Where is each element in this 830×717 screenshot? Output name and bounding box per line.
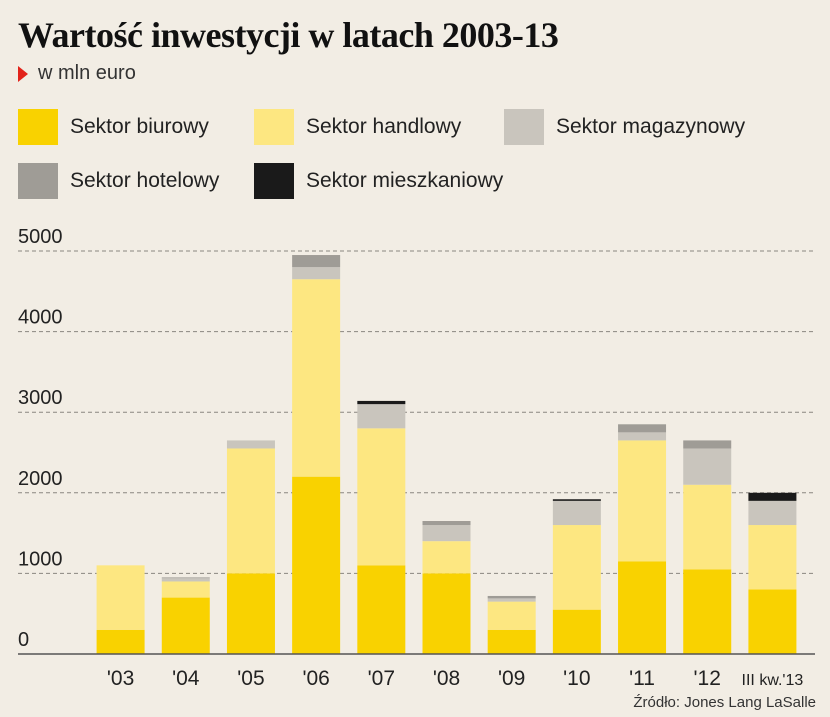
bar-segment <box>422 521 471 526</box>
bar-segment <box>748 589 797 654</box>
y-tick-label: 5000 <box>18 226 63 248</box>
bar-segment <box>487 598 536 602</box>
legend-item-hotelowy: Sektor hotelowy <box>18 163 219 199</box>
legend-swatch <box>254 163 294 199</box>
bar-segment <box>683 484 732 570</box>
bar-segment <box>422 525 471 542</box>
chart-title: Wartość inwestycji w latach 2003-13 <box>18 15 559 55</box>
bar-segment <box>552 499 601 501</box>
bar-segment <box>226 448 275 574</box>
unit-label: w mln euro <box>38 62 136 84</box>
legend-label: Sektor hotelowy <box>70 169 220 192</box>
bar-segment <box>226 573 275 654</box>
legend-swatch <box>18 109 58 145</box>
y-tick-label: 1000 <box>18 548 63 570</box>
bar-segment <box>161 597 210 654</box>
bar-segment <box>683 448 732 485</box>
chart-subtitle: w mln euro <box>18 62 136 85</box>
bar-segment <box>618 432 667 441</box>
legend-label: Sektor mieszkaniowy <box>306 169 504 192</box>
bar-segment <box>748 500 797 526</box>
bar-segment <box>552 609 601 654</box>
legend-item-mieszkaniowy: Sektor mieszkaniowy <box>254 163 503 199</box>
legend-item-handlowy: Sektor handlowy <box>254 109 461 145</box>
bar-segment <box>357 400 406 405</box>
y-tick-label: 0 <box>18 629 29 651</box>
bar-segment <box>748 492 797 501</box>
y-tick-label: 4000 <box>18 307 63 329</box>
bar-segment <box>357 565 406 654</box>
bar-segment <box>161 577 210 579</box>
legend-label: Sektor magazynowy <box>556 115 746 138</box>
bar-segment <box>226 440 275 449</box>
bar-segment <box>422 541 471 574</box>
triangle-bullet-icon <box>18 65 28 82</box>
x-tick-label: III kw.'13 <box>742 672 804 689</box>
x-tick-label: '08 <box>433 667 460 690</box>
bar-segment <box>618 424 667 433</box>
bar-segment <box>683 569 732 654</box>
bar-segment <box>292 267 341 280</box>
x-tick-label: '10 <box>563 667 590 690</box>
x-tick-label: '04 <box>172 667 200 690</box>
legend-swatch <box>18 163 58 199</box>
bar-segment <box>422 573 471 654</box>
bar-segment <box>487 601 536 630</box>
x-tick-label: '06 <box>302 667 329 690</box>
bar-segment <box>357 428 406 566</box>
legend-label: Sektor handlowy <box>306 115 462 138</box>
bar-segment <box>552 525 601 610</box>
bar-segment <box>292 255 341 268</box>
x-tick-label: '05 <box>237 667 264 690</box>
bar-segment <box>683 440 732 449</box>
x-tick-label: '09 <box>498 667 525 690</box>
bar-segment <box>292 279 341 477</box>
legend-label: Sektor biurowy <box>70 115 209 138</box>
bar-segment <box>618 440 667 562</box>
legend-item-magazynowy: Sektor magazynowy <box>504 109 745 145</box>
x-tick-label: '11 <box>629 667 655 690</box>
bar-segment <box>96 629 145 654</box>
bar-segment <box>161 578 210 582</box>
y-tick-label: 3000 <box>18 387 63 409</box>
bar-segment <box>552 500 601 526</box>
bar-segment <box>96 565 145 630</box>
legend-item-biurowy: Sektor biurowy <box>18 109 209 145</box>
bar-segment <box>487 595 536 599</box>
legend-swatch <box>504 109 544 145</box>
x-tick-label: '12 <box>694 667 721 690</box>
legend-swatch <box>254 109 294 145</box>
bar-segment <box>748 525 797 590</box>
bar-segment <box>487 629 536 654</box>
x-tick-label: '07 <box>368 667 395 690</box>
bar-segment <box>357 404 406 429</box>
bar-segment <box>292 476 341 654</box>
x-tick-label: '03 <box>107 667 134 690</box>
source-note: Źródło: Jones Lang LaSalle <box>633 694 816 711</box>
bar-segment <box>161 581 210 598</box>
bar-segment <box>618 561 667 654</box>
y-tick-label: 2000 <box>18 468 63 490</box>
